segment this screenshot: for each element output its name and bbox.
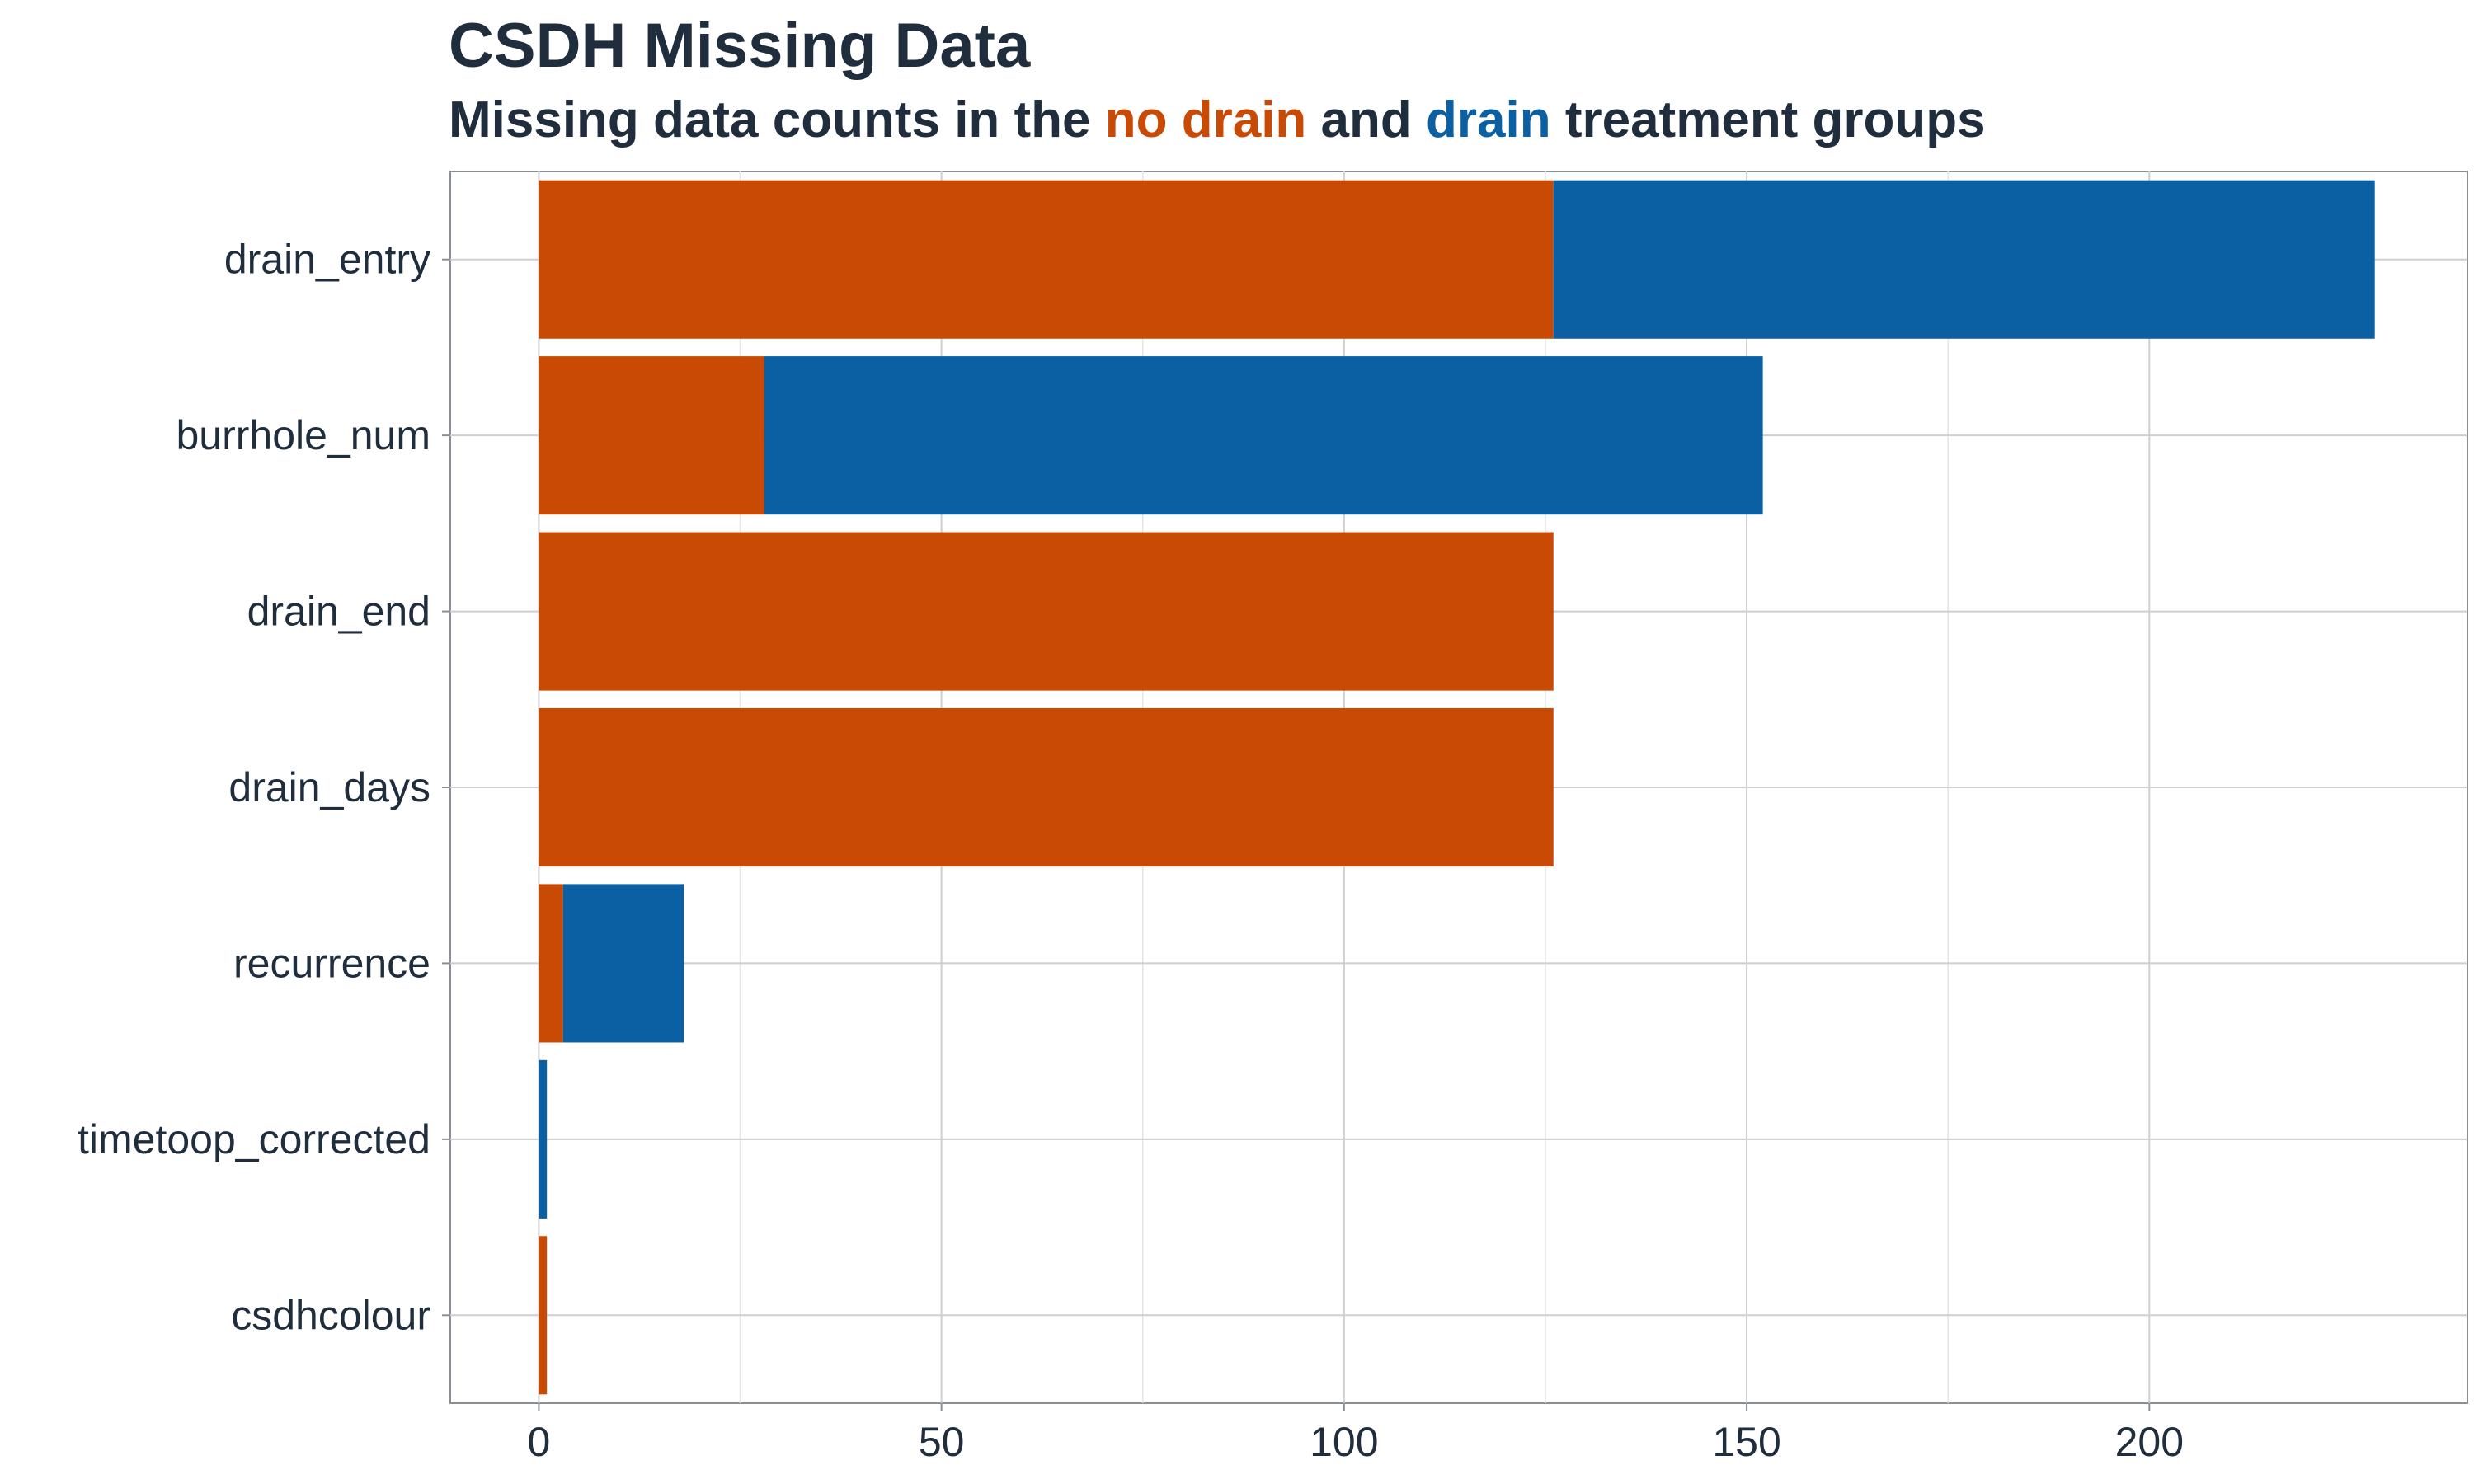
bar-drain_end-no-drain <box>539 532 1554 691</box>
bar-recurrence-drain <box>562 884 684 1043</box>
x-tick-label-0: 0 <box>528 1419 551 1465</box>
subtitle-drain-label: drain <box>1426 92 1551 148</box>
bar-burrhole_num-no-drain <box>539 356 764 515</box>
y-tick-label-drain_days: drain_days <box>228 764 430 810</box>
bar-csdhcolour-no-drain <box>539 1236 548 1395</box>
bar-timetoop_corrected-drain <box>539 1059 548 1219</box>
bar-drain_entry-drain <box>1553 180 2375 339</box>
subtitle-prefix: Missing data counts in the <box>449 92 1105 148</box>
y-tick-label-recurrence: recurrence <box>233 940 430 986</box>
chart-subtitle: Missing data counts in the no drain and … <box>449 91 1986 149</box>
y-tick-label-csdhcolour: csdhcolour <box>231 1292 430 1338</box>
y-axis-ticks: drain_entry burrhole_num drain_end drain_da… <box>78 237 450 1338</box>
x-tick-label-100: 100 <box>1310 1419 1378 1465</box>
subtitle-suffix: treatment groups <box>1550 92 1986 148</box>
x-axis-ticks: 0 50 100 150 200 <box>528 1403 2184 1465</box>
bar-burrhole_num-drain <box>764 356 1763 515</box>
subtitle-middle: and <box>1306 92 1426 148</box>
x-tick-label-50: 50 <box>919 1419 965 1465</box>
bars <box>539 180 2375 1395</box>
y-tick-label-burrhole_num: burrhole_num <box>176 412 430 458</box>
x-tick-label-200: 200 <box>2115 1419 2184 1465</box>
bar-drain_days-no-drain <box>539 707 1554 867</box>
y-tick-label-timetoop_corrected: timetoop_corrected <box>78 1116 430 1162</box>
y-tick-label-drain_entry: drain_entry <box>224 237 430 283</box>
bar-drain_entry-no-drain <box>539 180 1554 339</box>
subtitle-no-drain-label: no drain <box>1104 92 1307 148</box>
y-tick-label-drain_end: drain_end <box>247 589 430 635</box>
bar-recurrence-no-drain <box>539 884 563 1043</box>
x-tick-label-150: 150 <box>1712 1419 1780 1465</box>
chart-title: CSDH Missing Data <box>449 11 1031 81</box>
